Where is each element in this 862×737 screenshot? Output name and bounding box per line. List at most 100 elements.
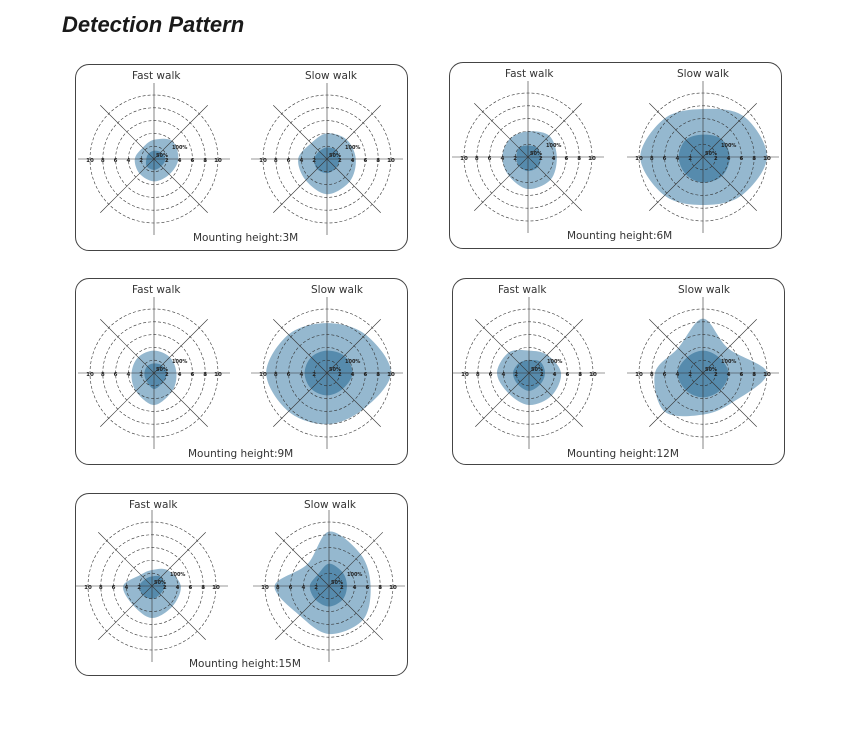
fast-walk-label: Fast walk: [129, 499, 178, 511]
tick-label: 10: [214, 372, 222, 378]
tick-label: 10: [259, 372, 267, 378]
tick-label: 2: [540, 372, 544, 378]
tick-label: 4: [126, 158, 130, 164]
tick-label: 2: [340, 585, 344, 591]
tick-label: 4: [675, 372, 679, 378]
tick-label: 10: [461, 372, 469, 378]
tick-label: 2: [312, 372, 316, 378]
percent-50-label: 50%: [531, 367, 543, 373]
tick-label: 6: [190, 372, 194, 378]
tick-label: 10: [212, 585, 220, 591]
tick-label: 6: [663, 372, 667, 378]
percent-50-label: 50%: [329, 153, 341, 159]
grid-axis: [273, 105, 381, 213]
tick-label: 4: [353, 585, 357, 591]
percent-100-label: 100%: [721, 359, 736, 365]
tick-label: 6: [112, 585, 116, 591]
percent-50-label: 50%: [530, 151, 542, 157]
tick-label: 6: [114, 372, 118, 378]
polar-chart: 10 8 6 4 2 2 4 6 8 10 100% 50%: [251, 83, 403, 235]
mounting-height-label: Mounting height:9M: [188, 448, 294, 460]
tick-label: 2: [688, 372, 692, 378]
tick-label: 2: [314, 585, 318, 591]
tick-label: 10: [214, 158, 222, 164]
grid-axis: [475, 319, 583, 427]
tick-label: 8: [203, 372, 207, 378]
tick-label: 2: [163, 585, 167, 591]
tick-label: 8: [274, 372, 278, 378]
percent-100-label: 100%: [347, 572, 362, 578]
percent-50-label: 50%: [156, 153, 168, 159]
tick-label: 4: [176, 585, 180, 591]
tick-label: 10: [387, 372, 395, 378]
polar-chart: 10 8 6 4 2 2 4 6 8 10 100% 50%: [452, 81, 604, 233]
slow-walk-label: Slow walk: [304, 499, 356, 511]
percent-100-label: 100%: [345, 145, 360, 151]
slow-walk-label: Slow walk: [677, 68, 729, 80]
percent-100-label: 100%: [172, 359, 187, 365]
polar-chart: 10 8 6 4 2 2 4 6 8 10 100% 50%: [76, 510, 228, 662]
fast-walk-label: Fast walk: [505, 68, 554, 80]
tick-label: 8: [376, 158, 380, 164]
tick-label: 4: [126, 372, 130, 378]
tick-label: 4: [301, 585, 305, 591]
grid-axis: [474, 103, 582, 211]
tick-label: 4: [351, 158, 355, 164]
tick-label: 6: [739, 372, 743, 378]
percent-100-label: 100%: [546, 143, 561, 149]
tick-label: 10: [261, 585, 269, 591]
mounting-height-label: Mounting height:6M: [567, 230, 673, 242]
tick-label: 8: [752, 372, 756, 378]
tick-label: 2: [539, 156, 543, 162]
percent-50-label: 50%: [329, 367, 341, 373]
tick-label: 6: [488, 156, 492, 162]
percent-50-label: 50%: [156, 367, 168, 373]
polar-chart: 10 8 6 4 2 2 4 6 8 10 100% 50%: [627, 81, 779, 233]
polar-chart: 10 8 6 4 2 2 4 6 8 10 100% 50%: [78, 297, 230, 449]
tick-label: 6: [365, 585, 369, 591]
tick-label: 2: [714, 156, 718, 162]
tick-label: 2: [312, 158, 316, 164]
tick-label: 2: [139, 372, 143, 378]
percent-100-label: 100%: [547, 359, 562, 365]
percent-50-label: 50%: [705, 367, 717, 373]
tick-label: 8: [203, 158, 207, 164]
tick-label: 8: [378, 585, 382, 591]
tick-label: 4: [552, 156, 556, 162]
tick-label: 4: [351, 372, 355, 378]
panel-9m: 10 8 6 4 2 2 4 6 8 10 100% 50% 10 8 6 4 2 2 4 6 8 10 100% 50% F…: [75, 278, 408, 465]
slow-walk-label: Slow walk: [311, 284, 363, 296]
tick-label: 6: [489, 372, 493, 378]
page-title: Detection Pattern: [62, 12, 245, 37]
tick-label: 4: [727, 156, 731, 162]
percent-100-label: 100%: [170, 572, 185, 578]
tick-label: 6: [114, 158, 118, 164]
tick-label: 6: [663, 156, 667, 162]
tick-label: 4: [501, 372, 505, 378]
tick-label: 6: [739, 156, 743, 162]
tick-label: 8: [101, 372, 105, 378]
chart-svg: 10 8 6 4 2 2 4 6 8 10 100% 50% 10 8 6 4 2 2 4 6 8 10 100% 50%: [452, 81, 779, 233]
panel-12m: 10 8 6 4 2 2 4 6 8 10 100% 50% 10 8 6 4 2 2 4 6 8 10 100% 50% F…: [452, 278, 785, 465]
tick-label: 8: [274, 158, 278, 164]
slow-walk-label: Slow walk: [305, 70, 357, 82]
coverage-inner-area: [144, 363, 167, 390]
tick-label: 10: [259, 158, 267, 164]
tick-label: 8: [201, 585, 205, 591]
tick-label: 8: [650, 372, 654, 378]
tick-label: 2: [165, 158, 169, 164]
tick-label: 10: [86, 158, 94, 164]
tick-label: 8: [376, 372, 380, 378]
mounting-height-label: Mounting height:3M: [193, 232, 299, 244]
mounting-height-label: Mounting height:12M: [567, 448, 679, 460]
mounting-height-label: Mounting height:15M: [189, 658, 301, 670]
tick-label: 6: [287, 158, 291, 164]
tick-label: 2: [338, 372, 342, 378]
tick-label: 4: [675, 156, 679, 162]
grid-axis: [98, 532, 206, 640]
tick-label: 10: [86, 372, 94, 378]
tick-label: 8: [99, 585, 103, 591]
percent-50-label: 50%: [705, 151, 717, 157]
grid-axis: [649, 319, 757, 427]
tick-label: 8: [475, 156, 479, 162]
